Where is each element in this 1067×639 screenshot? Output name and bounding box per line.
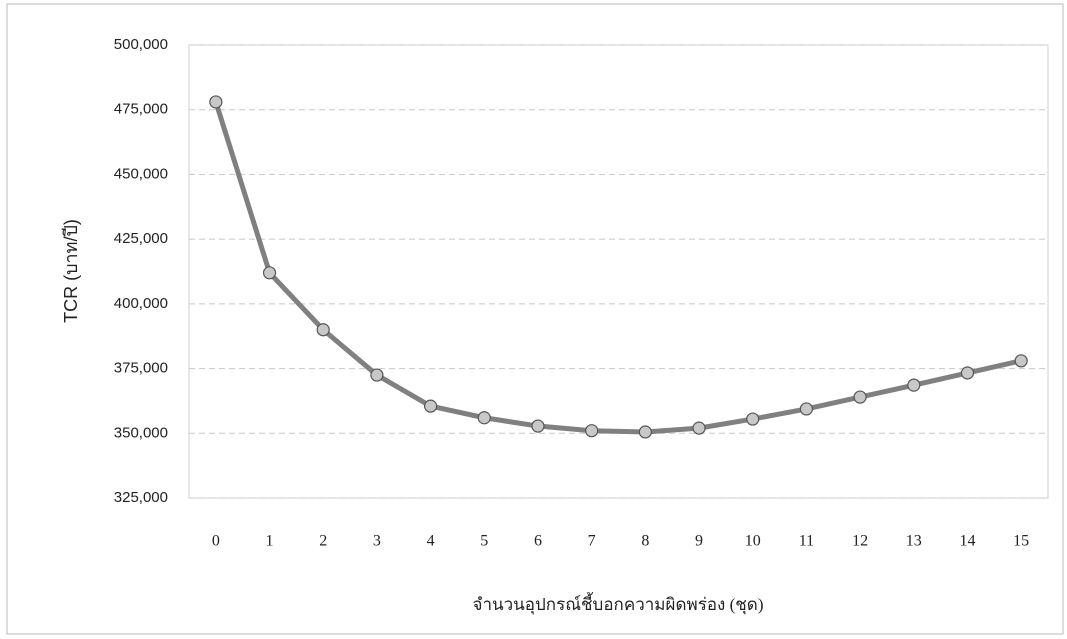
x-axis-title: จำนวนอุปกรณ์ชี้บอกความผิดพร่อง (ชุด) [473, 592, 764, 615]
data-point [531, 419, 545, 433]
data-point [585, 424, 599, 438]
y-tick-label: 400,000 [114, 295, 168, 312]
chart-border [6, 3, 1064, 635]
y-tick-label: 325,000 [114, 489, 168, 506]
data-line [213, 101, 1022, 435]
x-tick-label: 8 [641, 533, 649, 550]
x-tick-label: 4 [427, 533, 435, 550]
y-tick-label: 375,000 [114, 360, 168, 377]
x-tick-label: 12 [852, 533, 868, 550]
data-point [692, 421, 706, 435]
y-axis-title: TCR (บาท/ปี) [61, 219, 81, 323]
data-point [746, 412, 760, 426]
data-point [907, 378, 921, 392]
data-point [638, 425, 652, 439]
data-point [209, 95, 223, 109]
x-tick-label: 7 [588, 533, 596, 550]
x-tick-label: 3 [373, 533, 381, 550]
x-tick-label: 15 [1013, 533, 1029, 550]
data-point [477, 411, 491, 425]
x-tick-label: 14 [959, 533, 975, 550]
y-tick-label: 350,000 [114, 424, 168, 441]
x-tick-label: 5 [480, 533, 488, 550]
x-tick-label: 2 [319, 533, 327, 550]
data-point [799, 402, 814, 416]
data-point [853, 390, 867, 404]
plot-area [188, 44, 1049, 499]
data-point [370, 368, 384, 382]
y-tick-label: 425,000 [114, 230, 168, 247]
x-tick-label: 6 [534, 533, 542, 550]
data-point [423, 399, 438, 413]
data-point [262, 266, 277, 280]
x-tick-label: 0 [212, 533, 220, 550]
x-tick-label: 10 [745, 533, 761, 550]
data-point [316, 323, 330, 337]
y-tick-label: 500,000 [114, 36, 168, 53]
y-tick-label: 450,000 [114, 165, 168, 182]
y-tick-label: 475,000 [114, 101, 168, 118]
data-point [1014, 354, 1028, 368]
x-tick-label: 9 [695, 533, 703, 550]
data-point [960, 366, 975, 380]
x-tick-label: 11 [799, 533, 814, 550]
x-tick-label: 13 [906, 533, 922, 550]
x-tick-label: 1 [266, 533, 274, 550]
